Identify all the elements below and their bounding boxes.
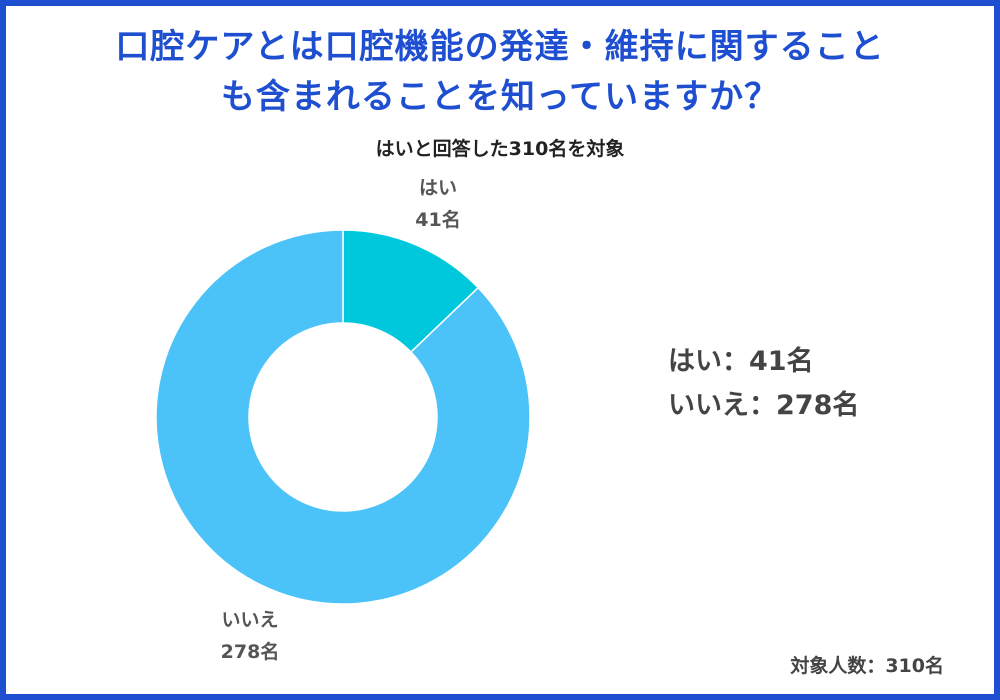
chart-title-line-2: も含まれることを知っていますか？ — [220, 77, 780, 117]
chart-title: 口腔ケアとは口腔機能の発達・維持に関すること も含まれることを知っていますか？ — [30, 22, 970, 122]
slice-label-no-value: 278名 — [220, 641, 280, 663]
slice-label-no: いいえ 278名 — [190, 604, 310, 668]
slice-label-yes-name: はい — [418, 177, 457, 199]
summary-box: はい：41名 いいえ：278名 — [668, 340, 859, 428]
summary-yes: はい：41名 — [668, 346, 814, 377]
sample-size-note: 対象人数：310名 — [790, 655, 944, 677]
donut-slices — [155, 229, 531, 605]
slice-label-no-name: いいえ — [221, 609, 279, 631]
donut-slice-no — [155, 229, 531, 605]
slice-label-yes-value: 41名 — [415, 209, 461, 231]
chart-subtitle: はいと回答した310名を対象 — [375, 138, 625, 160]
slice-label-yes: はい 41名 — [378, 172, 498, 236]
summary-no: いいえ：278名 — [668, 390, 860, 421]
chart-title-line-1: 口腔ケアとは口腔機能の発達・維持に関すること — [115, 27, 885, 67]
